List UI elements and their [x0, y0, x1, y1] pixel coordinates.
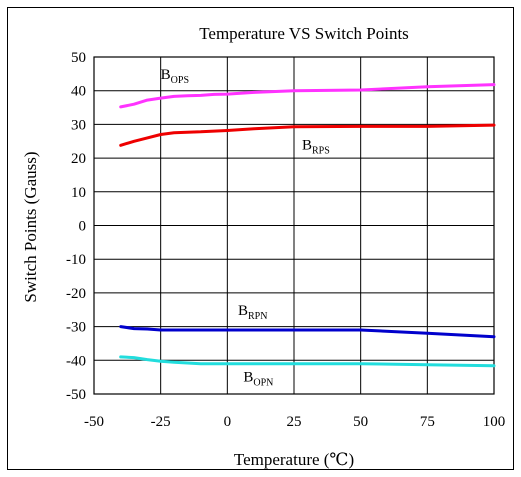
x-tick-label: 25	[287, 414, 302, 430]
series-labels: BOPS BRPS BRPN BOPN	[161, 67, 330, 389]
series-label-ops: BOPS	[161, 67, 189, 86]
plot-grid	[93, 56, 495, 395]
x-tick-label: 0	[224, 414, 232, 430]
y-tick-label: 50	[71, 50, 86, 66]
x-tick-label: 100	[483, 414, 506, 430]
y-tick-label: 10	[71, 185, 86, 201]
y-axis-label: Switch Points (Gauss)	[21, 151, 40, 302]
series-layer	[119, 83, 496, 368]
series-line-opn	[119, 355, 496, 368]
series-line-ops	[119, 83, 496, 109]
x-tick-label: -25	[151, 414, 171, 430]
y-tick-label: -20	[66, 286, 86, 302]
y-tick-label: -10	[66, 252, 86, 268]
y-tick-label: -40	[66, 353, 86, 369]
y-tick-label: -50	[66, 387, 86, 403]
y-tick-label: 40	[71, 84, 86, 100]
y-tick-label: 0	[79, 219, 87, 235]
series-line-rps	[119, 123, 496, 147]
y-tick-label: 20	[71, 151, 86, 167]
chart-title: Temperature VS Switch Points	[199, 24, 409, 43]
x-axis-label: Temperature (℃)	[234, 450, 354, 469]
x-tick-label: -50	[84, 414, 104, 430]
chart-border	[7, 7, 514, 470]
y-tick-label: -30	[66, 320, 86, 336]
x-tick-label: 75	[420, 414, 435, 430]
tick-layer: -50 -25 0 25 50 75 10050403020100-10-20-30-40-…	[66, 50, 505, 430]
series-line-rpn	[119, 325, 496, 339]
y-tick-label: 30	[71, 117, 86, 133]
x-tick-label: 50	[353, 414, 368, 430]
series-label-opn: BOPN	[243, 370, 273, 389]
series-label-rps: BRPS	[302, 138, 330, 157]
series-label-rpn: BRPN	[238, 303, 267, 322]
